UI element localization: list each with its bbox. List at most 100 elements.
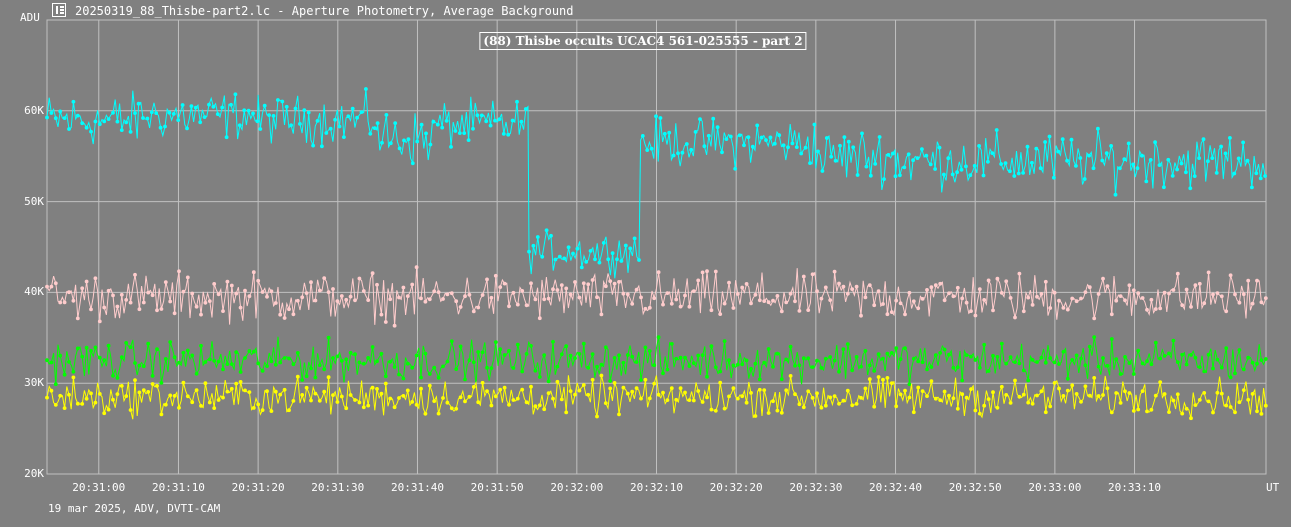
data-point <box>234 350 239 355</box>
data-point <box>207 400 212 405</box>
data-point <box>397 396 401 400</box>
data-point <box>841 347 846 351</box>
data-point <box>784 357 789 362</box>
data-point <box>203 300 208 305</box>
data-point <box>1148 158 1153 162</box>
data-point <box>687 304 692 309</box>
chart-app-icon[interactable] <box>52 3 66 17</box>
data-point <box>282 356 287 360</box>
data-point <box>533 297 538 302</box>
data-point <box>1074 164 1078 168</box>
data-point <box>119 384 124 388</box>
data-point <box>53 116 58 121</box>
data-point <box>920 297 925 301</box>
data-point <box>603 284 608 289</box>
data-point <box>317 288 322 293</box>
data-point <box>346 114 351 119</box>
data-point <box>964 353 969 357</box>
data-point <box>392 365 397 369</box>
data-point <box>1021 392 1026 397</box>
data-point <box>671 153 676 158</box>
data-point <box>180 103 185 107</box>
data-point <box>419 296 423 301</box>
data-point <box>278 312 283 317</box>
data-point <box>1083 384 1088 389</box>
data-point <box>111 293 115 298</box>
data-point <box>947 352 951 357</box>
data-point <box>768 135 773 140</box>
data-point <box>348 294 353 299</box>
data-point <box>612 356 617 360</box>
data-point <box>929 285 934 290</box>
data-point <box>1228 136 1232 140</box>
data-point <box>361 289 366 293</box>
data-point <box>287 307 291 312</box>
data-point <box>568 389 573 393</box>
data-point <box>1100 158 1105 163</box>
data-point <box>471 385 476 389</box>
data-point <box>1126 141 1131 146</box>
data-point <box>405 388 410 393</box>
data-point <box>850 287 855 291</box>
data-point <box>379 312 384 317</box>
data-point <box>674 297 679 302</box>
data-point <box>49 388 54 393</box>
data-point <box>1113 192 1118 197</box>
data-point <box>1140 153 1144 158</box>
data-point <box>1224 403 1229 408</box>
data-point <box>260 290 265 294</box>
data-point <box>779 410 784 415</box>
data-point <box>881 302 885 306</box>
data-point <box>700 400 705 404</box>
data-point <box>832 269 837 274</box>
data-point <box>731 363 736 368</box>
data-point <box>1237 348 1242 352</box>
data-point <box>1241 367 1246 372</box>
data-point <box>608 386 613 391</box>
data-point <box>652 296 657 301</box>
data-point <box>1087 344 1092 349</box>
data-point <box>964 300 969 305</box>
data-point <box>141 116 145 120</box>
data-point <box>771 399 775 404</box>
data-point <box>977 365 982 370</box>
data-point <box>683 293 687 298</box>
data-point <box>994 128 999 132</box>
data-point <box>485 365 489 370</box>
data-point <box>258 127 263 131</box>
data-point <box>942 172 946 177</box>
data-point <box>656 270 661 275</box>
data-point <box>551 339 555 344</box>
data-point <box>639 295 643 300</box>
data-point <box>1202 391 1207 395</box>
data-point <box>828 395 833 400</box>
data-point <box>854 284 859 289</box>
data-point <box>1074 299 1079 304</box>
data-point <box>255 119 260 124</box>
data-point <box>740 285 745 290</box>
data-point <box>639 396 643 401</box>
data-point <box>784 388 789 393</box>
data-point <box>221 395 225 400</box>
data-point <box>553 257 558 262</box>
data-point <box>476 350 481 354</box>
data-point <box>97 392 102 396</box>
data-point <box>797 309 802 313</box>
data-point <box>291 399 296 403</box>
data-point <box>119 292 124 297</box>
data-point <box>903 312 907 317</box>
data-point <box>221 367 225 372</box>
data-point <box>999 384 1004 389</box>
data-point <box>58 353 63 358</box>
data-point <box>933 167 937 171</box>
data-point <box>1197 156 1201 161</box>
data-point <box>999 162 1003 166</box>
data-point <box>559 283 564 287</box>
data-point <box>696 353 701 358</box>
data-point <box>67 290 71 295</box>
data-point <box>982 342 987 347</box>
data-point <box>529 344 533 348</box>
data-point <box>511 398 516 402</box>
data-point <box>225 389 230 394</box>
data-point <box>457 131 462 136</box>
